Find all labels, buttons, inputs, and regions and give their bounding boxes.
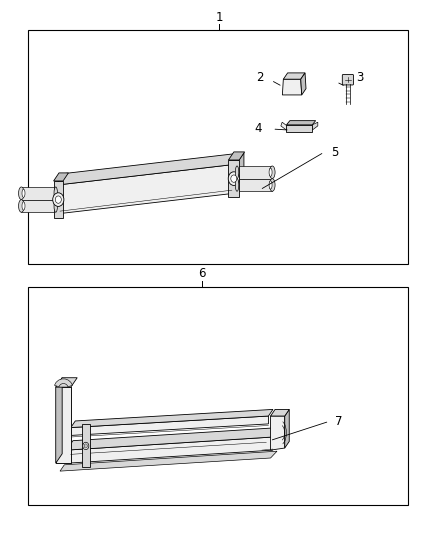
Ellipse shape [269,168,272,176]
Polygon shape [81,424,90,467]
Circle shape [53,193,64,206]
Text: 6: 6 [198,266,205,280]
Circle shape [84,444,88,448]
FancyBboxPatch shape [343,75,353,85]
Polygon shape [229,160,239,197]
Polygon shape [312,122,318,130]
Text: 2: 2 [256,71,263,84]
Bar [28,30,408,264]
Circle shape [55,196,61,203]
Polygon shape [60,451,277,471]
Text: 3: 3 [357,71,364,84]
Polygon shape [56,378,62,463]
Polygon shape [67,427,279,450]
Text: 7: 7 [335,415,343,428]
Circle shape [228,172,240,185]
Polygon shape [237,166,272,179]
Polygon shape [71,416,268,435]
Polygon shape [54,379,72,387]
Ellipse shape [235,179,239,191]
Text: 1: 1 [215,11,223,24]
Bar [28,287,408,505]
Polygon shape [236,152,244,193]
Text: 5: 5 [331,146,338,159]
Polygon shape [67,437,273,463]
Ellipse shape [22,202,25,210]
Polygon shape [71,409,273,427]
Polygon shape [56,387,71,463]
Polygon shape [285,409,289,448]
Ellipse shape [18,187,24,199]
Ellipse shape [269,179,275,191]
Polygon shape [56,387,71,463]
Polygon shape [56,378,77,387]
Polygon shape [271,409,289,416]
Ellipse shape [235,166,239,179]
Circle shape [231,175,237,182]
Polygon shape [53,173,68,181]
Polygon shape [229,152,244,160]
Circle shape [83,442,89,450]
Polygon shape [56,164,236,214]
Polygon shape [56,152,244,185]
Polygon shape [271,416,285,450]
Polygon shape [237,179,272,191]
Ellipse shape [269,181,272,189]
Ellipse shape [54,187,57,199]
Polygon shape [283,73,305,79]
Polygon shape [21,200,56,212]
Polygon shape [21,187,56,199]
Ellipse shape [54,200,57,212]
Text: 4: 4 [254,122,262,135]
Polygon shape [53,181,63,217]
Ellipse shape [269,166,275,179]
Polygon shape [283,79,302,95]
Polygon shape [301,73,306,95]
Polygon shape [286,120,316,125]
Polygon shape [286,125,312,132]
Polygon shape [281,122,288,130]
Ellipse shape [22,189,25,197]
Ellipse shape [18,200,24,212]
